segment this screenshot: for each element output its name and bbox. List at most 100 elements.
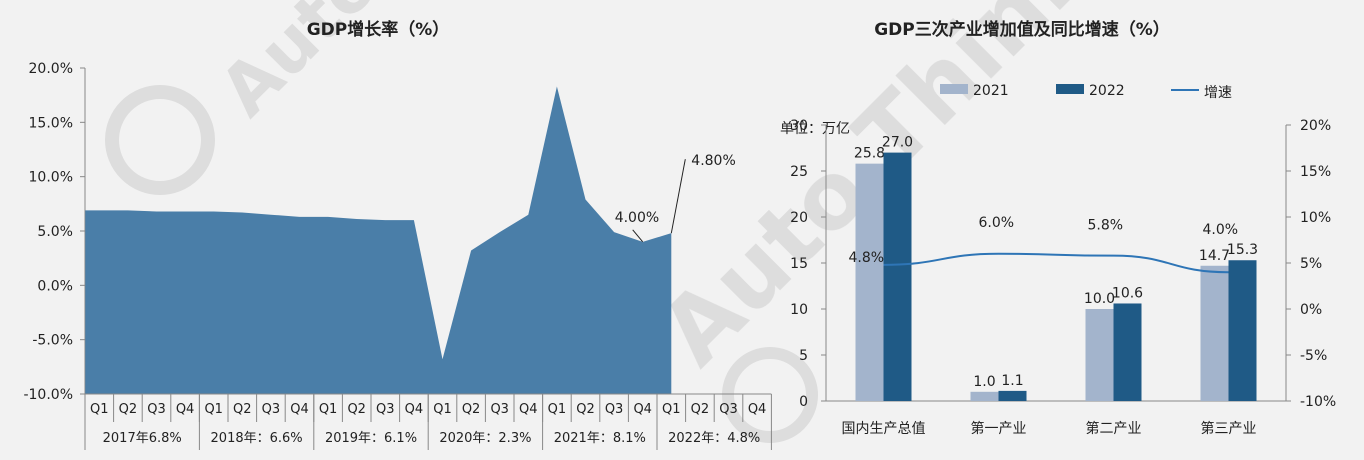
left-y-tick-label: 0.0% <box>37 278 73 294</box>
growth-value-label: 5.8% <box>1088 218 1124 234</box>
year-group-label: 2021年：8.1% <box>554 431 646 446</box>
bar-value-label: 10.6 <box>1112 285 1143 301</box>
bar-value-label: 1.0 <box>973 374 995 390</box>
quarter-label: Q4 <box>633 402 652 417</box>
quarter-label: Q3 <box>719 402 738 417</box>
gdp-growth-area <box>85 86 672 395</box>
left-y-tick-label: 10.0% <box>29 170 73 186</box>
left-axis-tick-label: 15 <box>790 256 808 272</box>
unit-label: 单位：万亿 <box>780 121 850 137</box>
right-axis-tick-label: 10% <box>1300 210 1331 226</box>
growth-line <box>883 252 1229 274</box>
growth-labels: 4.8% 6.0% 5.8% 4.0% <box>849 215 1239 266</box>
category-labels: 国内生产总值 第一产业 第二产业 第三产业 <box>842 420 1257 437</box>
bar-value-label: 15.3 <box>1227 242 1258 258</box>
quarter-label: Q3 <box>605 402 624 417</box>
quarter-label: Q4 <box>748 402 767 417</box>
left-axis-tick-label: 25 <box>790 164 808 180</box>
quarter-label: Q2 <box>576 402 595 417</box>
year-group-label: 2017年6.8% <box>103 431 182 446</box>
quarter-label: Q2 <box>347 402 366 417</box>
left-y-tick-label: 15.0% <box>29 115 73 131</box>
gdp-growth-chart: GDP增长率（%） 20.0% 15.0% 10.0% 5.0% 0.0% -5.0% -1… <box>23 19 772 450</box>
quarter-label: Q4 <box>176 402 195 417</box>
bar-value-label: 25.8 <box>854 146 885 162</box>
quarter-label: Q2 <box>462 402 481 417</box>
right-axis-tick-label: 15% <box>1300 164 1331 180</box>
right-axis-tick-label: 0% <box>1300 302 1322 318</box>
growth-value-label: 4.0% <box>1203 222 1239 238</box>
legend-swatch-2022 <box>1056 84 1084 94</box>
quarter-label: Q1 <box>548 402 567 417</box>
right-left-y-ticks: 30 25 20 15 10 5 0 <box>790 118 826 410</box>
quarter-label: Q2 <box>691 402 710 417</box>
right-axis-tick-label: -5% <box>1300 348 1327 364</box>
bar-2021 <box>855 163 884 401</box>
quarter-label: Q1 <box>433 402 452 417</box>
legend-label-growth: 增速 <box>1204 85 1232 101</box>
quarter-label: Q3 <box>147 402 166 417</box>
growth-value-label: 6.0% <box>979 215 1015 231</box>
bar-2022 <box>1113 303 1142 401</box>
category-label: 国内生产总值 <box>842 421 926 437</box>
left-axis-tick-label: 0 <box>799 394 808 410</box>
left-axis-tick-label: 30 <box>790 118 808 134</box>
bar-value-label: 14.7 <box>1199 248 1230 264</box>
bar-value-label: 1.1 <box>1001 373 1023 389</box>
quarter-label: Q1 <box>662 402 681 417</box>
bar-2022 <box>1228 260 1257 401</box>
left-axis-tick-label: 20 <box>790 210 808 226</box>
right-right-y-ticks: 20% 15% 10% 5% 0% -5% -10% <box>1286 118 1336 410</box>
bar-2022 <box>883 152 912 401</box>
quarter-label: Q3 <box>262 402 281 417</box>
year-group-label: 2020年：2.3% <box>439 431 531 446</box>
bar-2021 <box>970 391 999 401</box>
year-group-label: 2022年：4.8% <box>668 431 760 446</box>
industry-value-chart: GDP三次产业增加值及同比增速（%） 2021 2022 增速 单位：万亿 30… <box>780 19 1336 437</box>
growth-value-label: 4.8% <box>849 250 885 266</box>
bar-2022 <box>998 390 1027 401</box>
category-label: 第一产业 <box>971 420 1027 437</box>
quarter-label: Q1 <box>319 402 338 417</box>
bars: 25.827.0 1.0 1.1 10.010.6 14.715.3 <box>854 135 1258 401</box>
legend-swatch-2021 <box>940 84 968 94</box>
year-group-label: 2018年：6.6% <box>211 431 303 446</box>
watermark-logo-icon <box>105 85 215 195</box>
right-axis-tick-label: 5% <box>1300 256 1322 272</box>
left-axis-tick-label: 10 <box>790 302 808 318</box>
left-y-tick-label: -5.0% <box>32 333 73 349</box>
annotation-label: 4.80% <box>691 153 735 169</box>
annotation-leader <box>632 229 644 243</box>
legend: 2021 2022 增速 <box>940 83 1232 101</box>
legend-label-2022: 2022 <box>1089 83 1125 99</box>
quarter-label: Q1 <box>204 402 223 417</box>
right-chart-title: GDP三次产业增加值及同比增速（%） <box>874 19 1170 40</box>
quarter-label: Q2 <box>233 402 252 417</box>
annotation-leader <box>670 159 686 234</box>
legend-label-2021: 2021 <box>973 83 1009 99</box>
left-x-axis: Q1 Q2 Q3 Q4 Q1 Q2 Q3 Q4 Q1 Q2 Q3 Q4 Q1 Q2 Q3 Q4 Q1 Q2 Q3 Q4… <box>84 393 772 450</box>
watermark-logo-icon-2 <box>722 347 818 443</box>
quarter-label: Q3 <box>376 402 395 417</box>
bar-value-label: 27.0 <box>882 135 913 151</box>
bar-2021 <box>1085 309 1114 401</box>
left-y-ticks: 20.0% 15.0% 10.0% 5.0% 0.0% -5.0% -10.0% <box>23 61 85 403</box>
left-axis-tick-label: 5 <box>799 348 808 364</box>
left-y-tick-label: 20.0% <box>29 61 73 77</box>
bar-value-label: 10.0 <box>1084 291 1115 307</box>
quarter-label: Q2 <box>119 402 138 417</box>
quarter-label: Q4 <box>290 402 309 417</box>
category-label: 第三产业 <box>1201 420 1257 437</box>
year-group-label: 2019年：6.1% <box>325 431 417 446</box>
right-axis-tick-label: -10% <box>1300 394 1336 410</box>
quarter-label: Q1 <box>90 402 109 417</box>
quarter-label: Q3 <box>490 402 509 417</box>
left-y-tick-label: 5.0% <box>37 224 73 240</box>
annotation-label: 4.00% <box>615 210 659 226</box>
left-chart-title: GDP增长率（%） <box>307 19 450 40</box>
bar-2021 <box>1200 265 1229 401</box>
quarter-label: Q4 <box>519 402 538 417</box>
category-label: 第二产业 <box>1086 420 1142 437</box>
right-axis-tick-label: 20% <box>1300 118 1331 134</box>
